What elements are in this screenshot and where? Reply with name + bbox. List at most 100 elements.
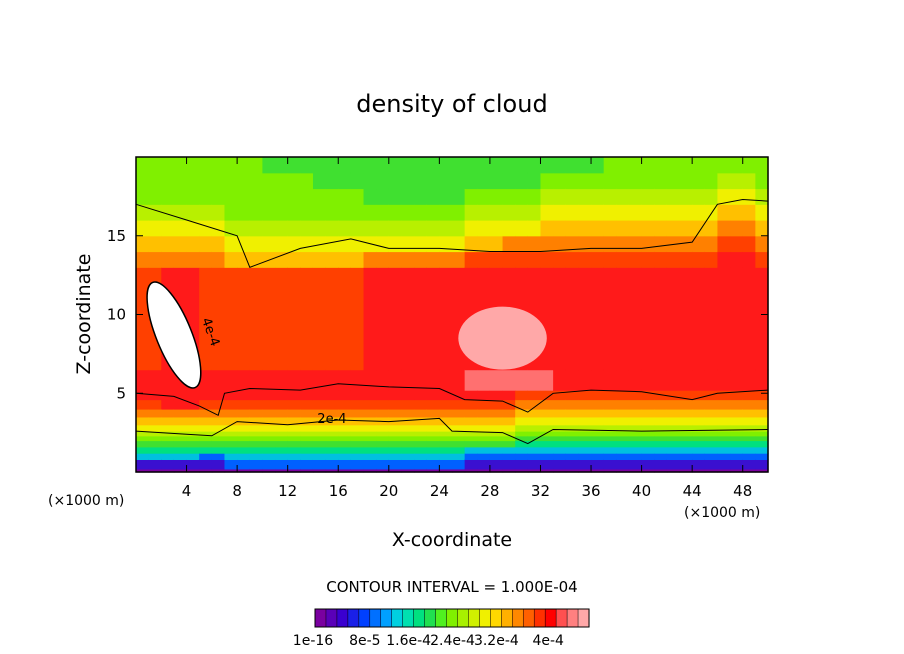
heatmap-cell	[654, 235, 668, 253]
heatmap-cell	[173, 424, 188, 432]
heatmap-cell	[616, 431, 630, 437]
heatmap-cell	[237, 424, 251, 432]
heatmap-cell	[224, 220, 238, 237]
heatmap-cell	[464, 390, 478, 401]
heatmap-cell	[730, 157, 744, 174]
heatmap-cell	[578, 267, 592, 371]
x-tick-label: 44	[683, 482, 702, 500]
heatmap-cell	[401, 157, 415, 174]
heatmap-cell	[730, 435, 744, 442]
heatmap-cell	[679, 157, 693, 174]
heatmap-cell	[275, 459, 289, 470]
heatmap-cell	[527, 204, 542, 221]
heatmap-cell	[161, 446, 175, 454]
heatmap-cell	[275, 157, 289, 174]
heatmap-cell	[388, 424, 403, 432]
heatmap-cell	[325, 468, 339, 473]
heatmap-cell	[312, 459, 327, 470]
heatmap-cell	[186, 399, 200, 410]
heatmap-cell	[325, 409, 339, 418]
heatmap-cell	[616, 446, 630, 454]
heatmap-cell	[502, 453, 516, 460]
heatmap-cell	[704, 267, 719, 371]
heatmap-cell	[489, 440, 504, 448]
contour-interval: CONTOUR INTERVAL = 1.000E-04	[326, 578, 577, 596]
heatmap-cell	[388, 409, 403, 418]
heatmap-cell	[211, 399, 226, 410]
heatmap-cell	[452, 435, 466, 442]
heatmap-cell	[211, 435, 226, 442]
heatmap-cell	[464, 220, 478, 237]
heatmap-cell	[464, 435, 478, 442]
heatmap-cell	[666, 468, 681, 473]
heatmap-cell	[376, 459, 390, 470]
heatmap-cell	[414, 431, 428, 437]
colorbar-swatch	[566, 608, 579, 628]
heatmap-cell	[173, 446, 188, 454]
heatmap-cell	[287, 172, 301, 190]
heatmap-cell	[439, 204, 453, 221]
heatmap-cell	[300, 435, 314, 442]
heatmap-cell	[591, 440, 605, 448]
x-tick-label: 16	[329, 482, 348, 500]
heatmap-cell	[742, 416, 756, 426]
heatmap-cell	[755, 416, 769, 426]
heatmap-cell	[401, 416, 415, 426]
heatmap-cell	[237, 459, 251, 470]
colorbar-swatch	[336, 608, 349, 628]
heatmap-cell	[312, 399, 327, 410]
y-tick-label: 10	[107, 306, 126, 324]
heatmap-cell	[616, 188, 630, 205]
heatmap-cell	[717, 399, 731, 410]
heatmap-cell	[401, 220, 415, 237]
heatmap-cell	[553, 409, 567, 418]
heatmap-cell	[287, 468, 301, 473]
heatmap-cell	[148, 424, 162, 432]
heatmap-cell	[388, 251, 403, 268]
heatmap-cell	[477, 188, 491, 205]
heatmap-cell	[211, 204, 226, 221]
heatmap-cell	[565, 468, 579, 473]
heatmap-cell	[742, 390, 756, 401]
heatmap-cell	[275, 416, 289, 426]
heatmap-cell	[414, 399, 428, 410]
heatmap-cell	[641, 468, 655, 473]
heatmap-cell	[489, 424, 504, 432]
heatmap-cell	[300, 251, 314, 268]
heatmap-cell	[578, 446, 592, 454]
heatmap-cell	[136, 204, 150, 221]
heatmap-cell	[262, 459, 276, 470]
heatmap-cell	[717, 172, 731, 190]
heatmap-cell	[565, 220, 579, 237]
heatmap-cell	[464, 369, 478, 391]
heatmap-cell	[603, 369, 617, 391]
heatmap-cell	[376, 267, 390, 371]
heatmap-cell	[237, 431, 251, 437]
heatmap-cell	[136, 431, 150, 437]
heatmap-cell	[173, 188, 188, 205]
heatmap-cell	[628, 204, 643, 221]
heatmap-cell	[249, 188, 263, 205]
heatmap-cell	[742, 188, 756, 205]
heatmap-cell	[237, 188, 251, 205]
heatmap-cell	[401, 251, 415, 268]
heatmap-cell	[173, 409, 188, 418]
heatmap-cell	[616, 459, 630, 470]
heatmap-cell	[477, 204, 491, 221]
contour-4e-4	[135, 383, 769, 417]
heatmap-cell	[641, 188, 655, 205]
heatmap-cell	[249, 172, 263, 190]
heatmap-cell	[262, 431, 276, 437]
heatmap-cell	[338, 459, 352, 470]
heatmap-cell	[515, 390, 529, 401]
heatmap-cell	[489, 431, 504, 437]
heatmap-cell	[654, 459, 668, 470]
heatmap-cell	[616, 204, 630, 221]
heatmap-cell	[237, 172, 251, 190]
heatmap-cell	[717, 390, 731, 401]
heatmap-cell	[300, 235, 314, 253]
x-axis-ticks: 4 8 12 16 20 24 28 32 36 40 44 48	[182, 157, 752, 500]
heatmap-cell	[262, 468, 276, 473]
heatmap-cell	[363, 220, 377, 237]
heatmap-cell	[173, 416, 188, 426]
